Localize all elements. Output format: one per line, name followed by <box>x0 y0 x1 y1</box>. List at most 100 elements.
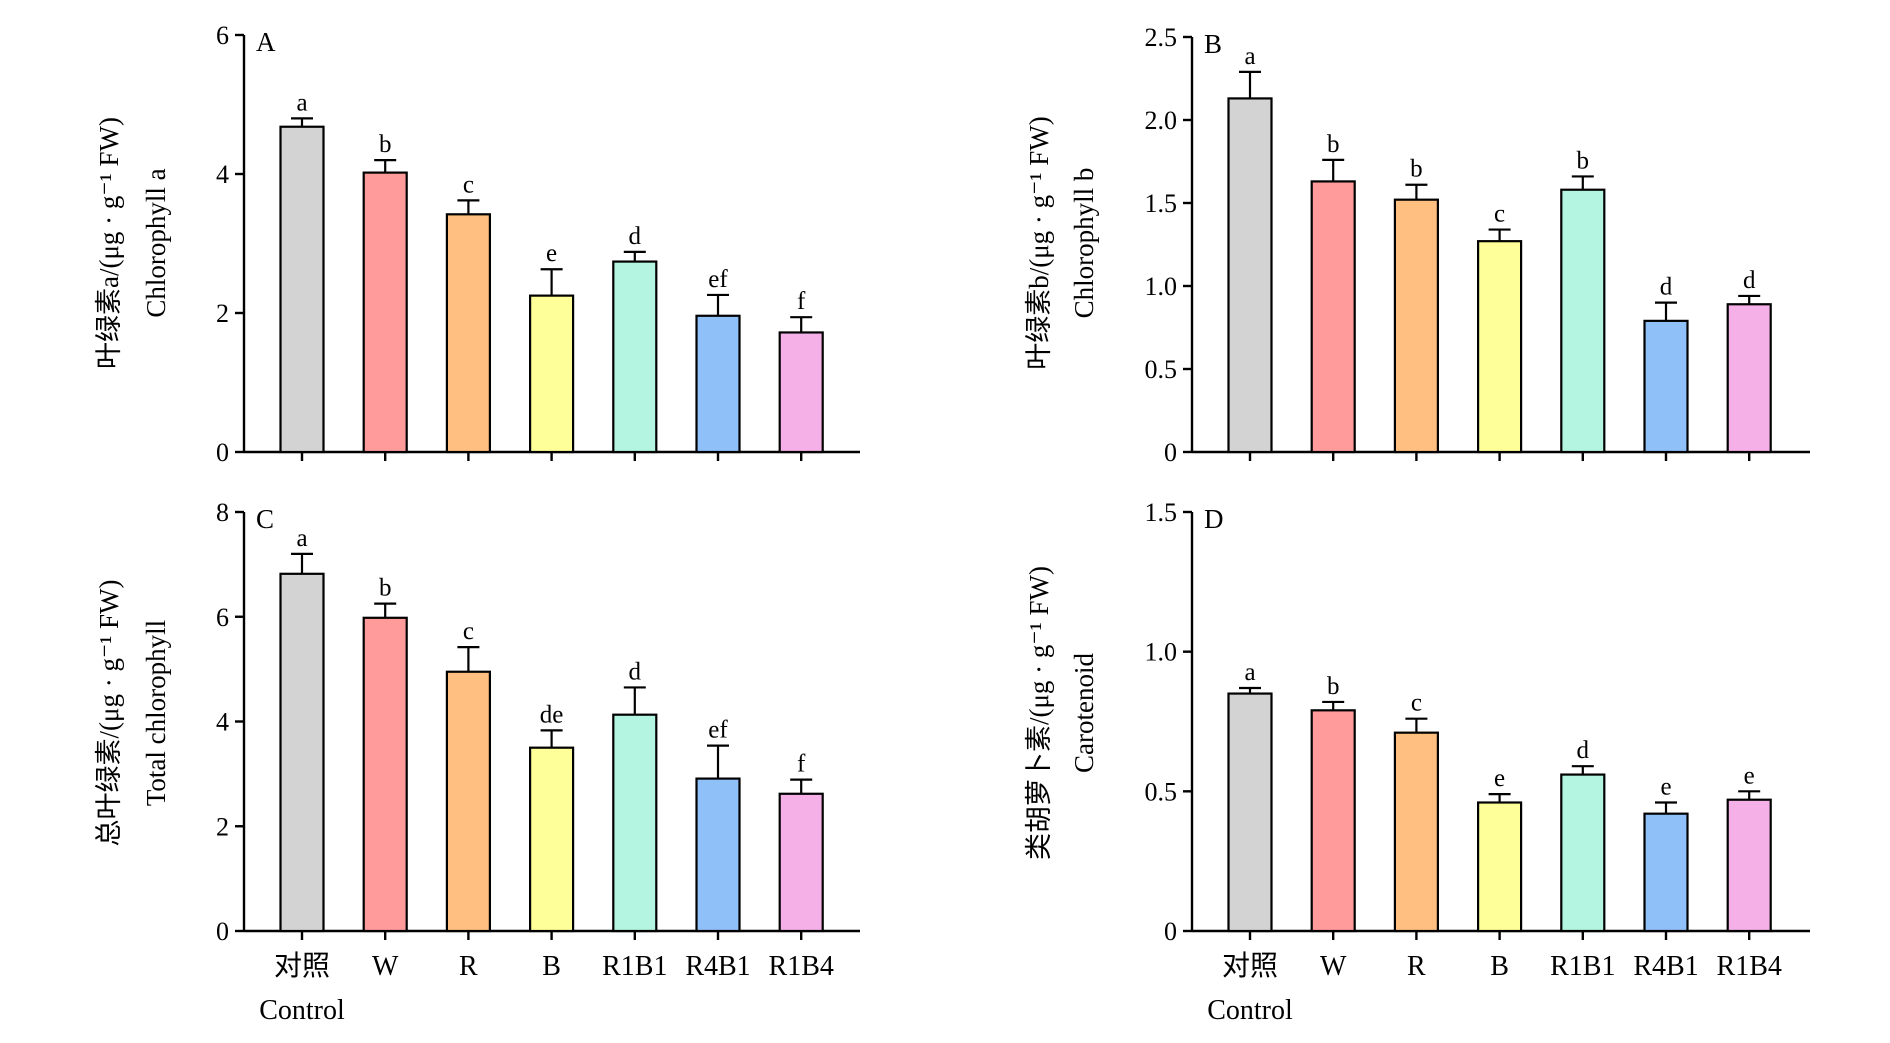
significance-label: de <box>540 701 564 728</box>
significance-label: f <box>797 751 806 778</box>
bar-W <box>1310 709 1356 933</box>
x-category-label: W <box>372 951 399 982</box>
chart-panel-c: 0 2 4 6 8 C 总叶绿素/(μg · g⁻¹ FW) Total chlorophyl… <box>94 498 860 1026</box>
significance-label: c <box>1494 201 1505 228</box>
y-axis-title-en: Chlorophyll b <box>1069 168 1099 319</box>
x-category-label: B <box>1490 951 1509 982</box>
x-category-label: R <box>459 951 478 982</box>
bar-B <box>1476 801 1523 933</box>
bar-R <box>1393 198 1440 454</box>
y-axis-title-en: Carotenoid <box>1069 653 1099 773</box>
bar-对照 <box>279 572 325 933</box>
chart-panel-b: 0 0.5 1.0 1.5 2.0 2.5 B 叶绿素b/(μg · g⁻¹ FW) Chlor… <box>1024 23 1810 467</box>
y-tick-label: 0 <box>1164 917 1177 946</box>
bar-R <box>445 213 491 454</box>
significance-label: a <box>296 89 307 116</box>
x-category-label: B <box>542 951 561 982</box>
y-tick-label: 2 <box>216 299 229 328</box>
significance-label: b <box>1577 147 1590 174</box>
y-axis-title-en: Chlorophyll a <box>141 168 171 317</box>
significance-label: a <box>1244 659 1255 686</box>
y-tick-label: 1.0 <box>1145 638 1178 667</box>
chart-panel-a: 0 2 4 6 A 叶绿素a/(μg · g⁻¹ FW) Chlorophyll a a b c e… <box>94 21 860 467</box>
bar-B <box>528 294 575 454</box>
significance-label: d <box>629 223 642 250</box>
bar-R1B4 <box>778 331 824 454</box>
panel-letter: C <box>256 504 274 534</box>
bar-R4B1 <box>1643 812 1689 933</box>
x-category-label: R4B1 <box>1633 951 1698 982</box>
y-tick-label: 0 <box>216 438 229 467</box>
y-tick-label: 2 <box>216 812 229 841</box>
y-tick-label: 4 <box>216 160 229 189</box>
significance-label: b <box>379 131 392 158</box>
significance-label: f <box>797 288 806 315</box>
panel-letter: B <box>1204 29 1222 59</box>
bar-对照 <box>1227 692 1273 933</box>
significance-label: d <box>1660 274 1673 301</box>
bar-R1B4 <box>1726 798 1772 933</box>
bar-R1B1 <box>612 713 658 933</box>
y-tick-label: 0 <box>1164 438 1177 467</box>
panel-letter: D <box>1204 504 1224 534</box>
bar-W <box>362 171 408 454</box>
bar-R4B1 <box>1643 319 1689 454</box>
significance-label: ef <box>708 717 728 744</box>
x-category-label: R4B1 <box>685 951 750 982</box>
significance-label: e <box>1744 762 1755 789</box>
bar-W <box>362 616 408 933</box>
y-axis-title-cn: 类胡萝卜素/(μg · g⁻¹ FW) <box>1024 566 1054 860</box>
significance-label: b <box>1327 673 1340 700</box>
bar-R <box>1393 731 1440 933</box>
bar-R1B4 <box>1726 303 1772 454</box>
significance-label: c <box>463 618 474 645</box>
x-category-sublabel: Control <box>259 995 345 1026</box>
significance-label: a <box>296 525 307 552</box>
significance-label: b <box>1410 156 1423 183</box>
panel-letter: A <box>256 27 276 57</box>
significance-label: c <box>463 171 474 198</box>
significance-label: a <box>1244 43 1255 70</box>
y-tick-label: 4 <box>216 708 229 737</box>
y-tick-label: 6 <box>216 603 229 632</box>
significance-label: c <box>1411 690 1422 717</box>
significance-label: ef <box>708 266 728 293</box>
bar-R <box>445 670 491 933</box>
y-tick-label: 8 <box>216 498 229 527</box>
bar-对照 <box>1227 97 1273 454</box>
y-tick-label: 0.5 <box>1145 355 1178 384</box>
y-tick-label: 2.5 <box>1145 23 1178 52</box>
x-category-sublabel: Control <box>1207 995 1293 1026</box>
y-tick-label: 0 <box>216 917 229 946</box>
significance-label: d <box>1743 267 1756 294</box>
bar-R1B4 <box>778 792 824 933</box>
y-axis-title-cn: 叶绿素a/(μg · g⁻¹ FW) <box>94 117 124 369</box>
bar-R1B1 <box>1560 188 1606 454</box>
y-axis-title-cn: 总叶绿素/(μg · g⁻¹ FW) <box>94 579 124 846</box>
x-category-label: 对照 <box>274 950 330 982</box>
y-tick-label: 6 <box>216 21 229 50</box>
bar-R1B1 <box>612 260 658 454</box>
x-category-label: R <box>1407 951 1426 982</box>
x-category-label: W <box>1320 951 1347 982</box>
significance-label: b <box>379 575 392 602</box>
x-category-label: R1B4 <box>769 951 834 982</box>
x-category-label: 对照 <box>1222 950 1278 982</box>
y-axis-title-en: Total chlorophyll <box>141 620 171 806</box>
x-category-label: R1B4 <box>1717 951 1782 982</box>
y-tick-label: 1.0 <box>1145 272 1178 301</box>
bar-W <box>1310 180 1356 454</box>
bar-对照 <box>279 125 325 454</box>
y-tick-label: 0.5 <box>1145 777 1178 806</box>
chart-panel-d: 0 0.5 1.0 1.5 D 类胡萝卜素/(μg · g⁻¹ FW) Carotenoid… <box>1024 498 1810 1026</box>
y-tick-label: 1.5 <box>1145 189 1178 218</box>
significance-label: e <box>1494 765 1505 792</box>
significance-label: e <box>546 240 557 267</box>
x-category-label: R1B1 <box>602 951 667 982</box>
bar-R4B1 <box>695 314 741 454</box>
bar-B <box>1476 240 1523 454</box>
bar-R4B1 <box>695 777 741 933</box>
significance-label: d <box>1577 737 1590 764</box>
y-axis-title-cn: 叶绿素b/(μg · g⁻¹ FW) <box>1024 116 1054 370</box>
